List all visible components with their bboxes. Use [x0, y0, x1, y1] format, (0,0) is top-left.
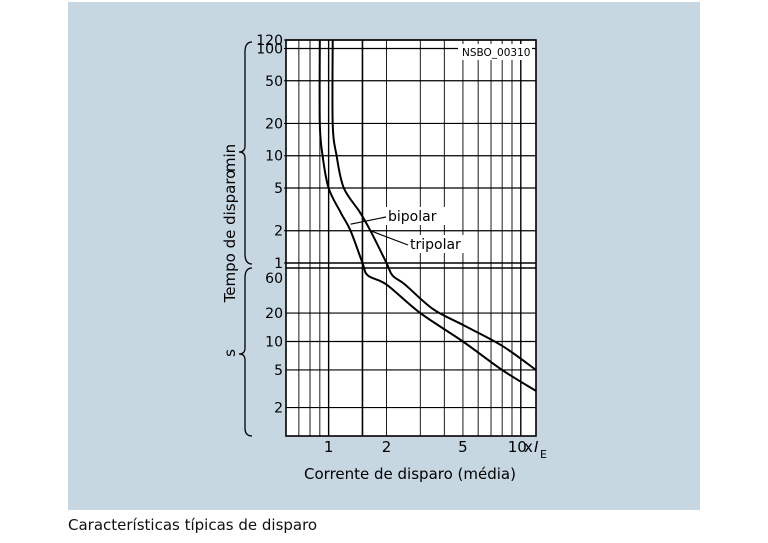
y-tick-label: 5	[274, 181, 283, 197]
y-unit-s: s	[221, 349, 239, 357]
x-tick-label: 1	[324, 438, 334, 456]
figure-caption: Características típicas de disparo	[68, 516, 318, 534]
series-label-leader	[350, 216, 387, 225]
series-labels: bipolar tripolar	[350, 207, 476, 253]
series-label-background	[408, 235, 476, 253]
curves	[318, 39, 537, 392]
y-tick-label: 50	[265, 74, 283, 90]
brace-s	[238, 267, 253, 437]
y-tick-label: 5	[274, 363, 283, 379]
y-tick-label: 2	[274, 224, 283, 240]
x-axis-label: Corrente de disparo (média)	[304, 465, 516, 483]
y-tick-label: 20	[265, 306, 283, 322]
x-tick-label: 5	[458, 438, 468, 456]
y-tick-label: 2	[274, 401, 283, 417]
y-unit-min: min	[221, 144, 239, 172]
brace-min	[238, 41, 253, 265]
x-unit-subscript: E	[540, 448, 547, 461]
series-curve-tripolar	[331, 39, 537, 371]
y-tick-label: 20	[265, 116, 283, 132]
x-tick-labels: 1 2 5 10	[324, 438, 527, 456]
chart-code-label: NSBO_00310	[462, 47, 530, 59]
series-label-leader	[370, 230, 409, 246]
series-curve-bipolar	[318, 39, 537, 392]
y-tick-label: 60	[265, 271, 283, 287]
series-label-tripolar: tripolar	[410, 237, 461, 253]
y-tick-label: 10	[265, 335, 283, 351]
x-tick-label: 2	[382, 438, 392, 456]
y-tick-label: 10	[265, 149, 283, 165]
code-label-background	[458, 44, 532, 60]
series-label-bipolar: bipolar	[388, 209, 437, 225]
x-unit-symbol: I	[534, 438, 539, 456]
y-tick-label: 100	[256, 41, 283, 57]
series-label-background	[386, 207, 454, 225]
y-axis-label: Tempo de disparo	[221, 170, 239, 304]
y-tick-label: 120	[256, 33, 283, 49]
x-unit-prefix: x	[524, 438, 533, 456]
x-tick-label: 10	[508, 438, 527, 456]
y-tick-label: 1	[274, 256, 283, 272]
